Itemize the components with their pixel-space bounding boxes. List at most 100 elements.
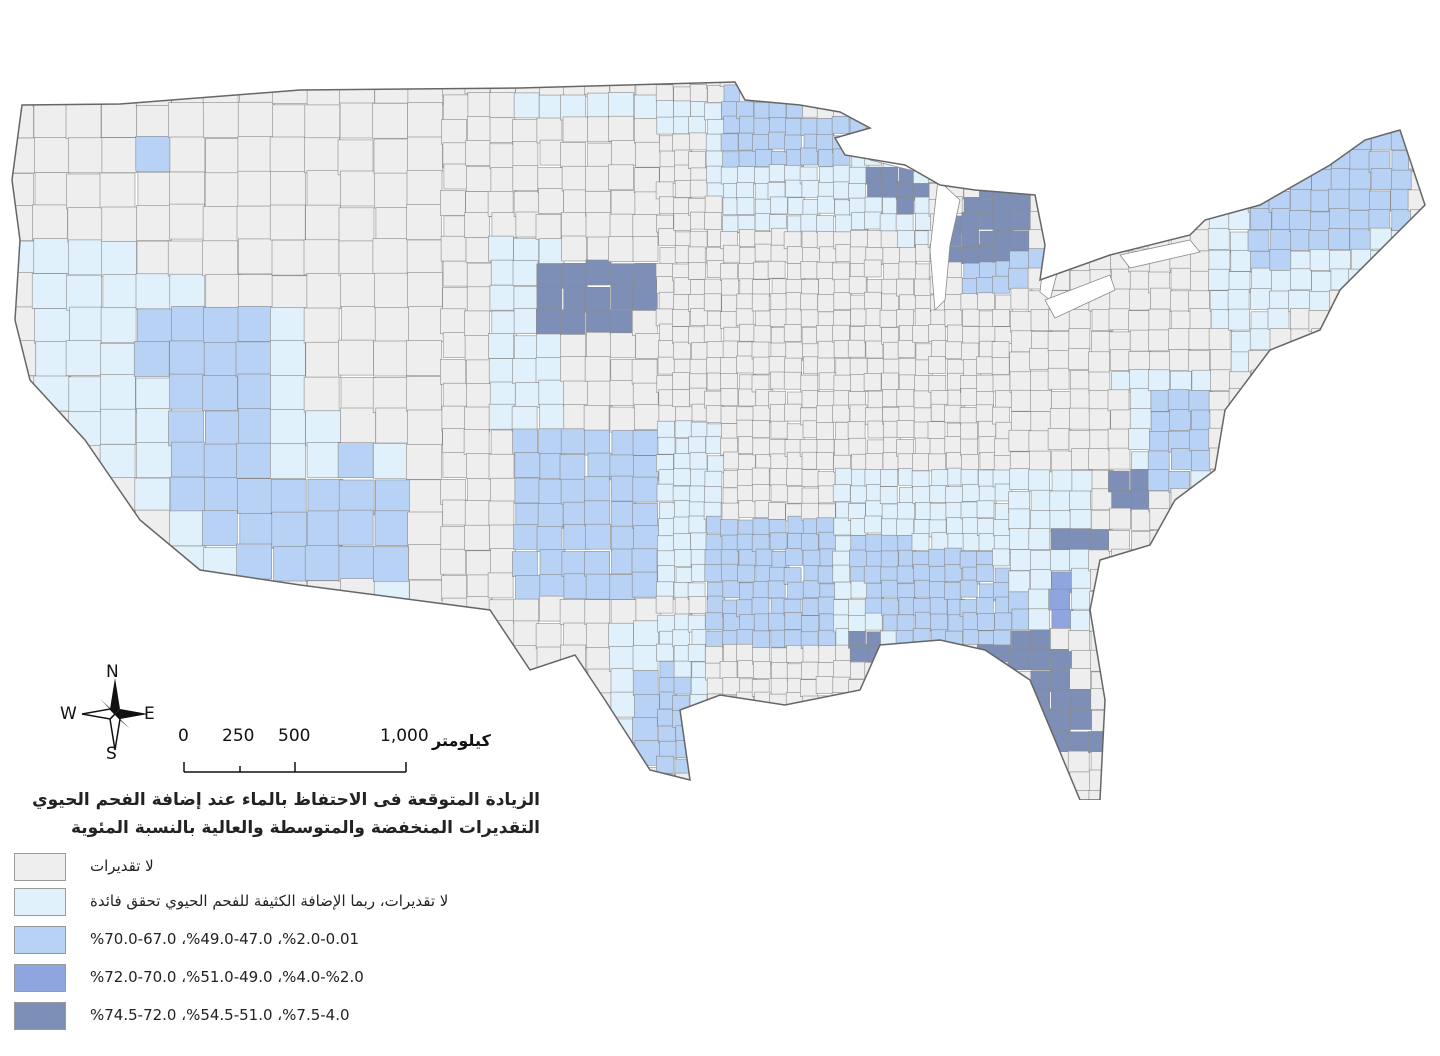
county-cell bbox=[801, 487, 820, 506]
county-cell bbox=[1371, 770, 1394, 793]
county-cell bbox=[1349, 228, 1372, 251]
county-cell bbox=[1088, 371, 1111, 394]
county-cell bbox=[1190, 750, 1212, 773]
county-cell bbox=[802, 739, 820, 758]
county-cell bbox=[816, 215, 834, 233]
county-cell bbox=[1288, 89, 1310, 112]
county-cell bbox=[1107, 428, 1130, 451]
county-cell bbox=[1368, 308, 1391, 331]
county-cell bbox=[440, 235, 467, 262]
county-cell bbox=[607, 622, 634, 649]
county-cell bbox=[1348, 330, 1371, 353]
county-cell bbox=[1009, 771, 1031, 794]
county-cell bbox=[1110, 710, 1133, 732]
county-cell bbox=[799, 679, 818, 698]
county-cell bbox=[66, 509, 102, 546]
county-cell bbox=[1431, 169, 1440, 190]
county-cell bbox=[607, 92, 634, 118]
county-cell bbox=[883, 693, 901, 712]
county-cell bbox=[1211, 510, 1233, 533]
county-cell bbox=[705, 534, 724, 553]
county-cell bbox=[340, 377, 377, 413]
county-cell bbox=[560, 478, 587, 505]
county-cell bbox=[304, 545, 341, 581]
county-cell bbox=[1248, 147, 1271, 170]
county-cell bbox=[203, 547, 239, 584]
county-cell bbox=[1148, 188, 1170, 211]
county-cell bbox=[1110, 771, 1133, 794]
county-cell bbox=[441, 597, 468, 624]
county-cell bbox=[1110, 729, 1133, 752]
county-cell bbox=[405, 340, 442, 376]
county-cell bbox=[1350, 388, 1373, 411]
county-cell bbox=[586, 622, 612, 649]
county-cell bbox=[1128, 210, 1151, 232]
county-cell bbox=[489, 92, 516, 118]
county-cell bbox=[442, 260, 469, 287]
county-cell bbox=[1110, 570, 1133, 593]
county-cell bbox=[1248, 570, 1270, 592]
county-cell bbox=[1009, 82, 1032, 93]
county-cell bbox=[1388, 428, 1410, 451]
county-cell bbox=[237, 478, 273, 515]
county-cell bbox=[1407, 189, 1425, 212]
county-cell bbox=[1171, 548, 1193, 570]
county-cell bbox=[1311, 389, 1333, 412]
county-cell bbox=[1068, 630, 1090, 652]
county-cell bbox=[946, 324, 965, 343]
county-cell bbox=[800, 309, 819, 328]
county-cell bbox=[632, 429, 659, 456]
county-cell bbox=[1369, 647, 1391, 670]
county-cell bbox=[1330, 471, 1353, 493]
county-cell bbox=[770, 757, 789, 775]
county-cell bbox=[1250, 369, 1273, 392]
county-cell bbox=[914, 437, 933, 456]
county-cell bbox=[655, 308, 674, 327]
county-cell bbox=[704, 195, 723, 214]
county-cell bbox=[1071, 469, 1094, 492]
county-cell bbox=[673, 100, 691, 119]
county-cell bbox=[784, 403, 802, 422]
county-cell bbox=[785, 773, 803, 791]
county-cell bbox=[800, 147, 819, 166]
county-cell bbox=[883, 740, 902, 758]
county-cell bbox=[1290, 268, 1312, 291]
county-cell bbox=[1008, 171, 1031, 193]
county-cell bbox=[1050, 528, 1073, 550]
county-cell bbox=[1169, 567, 1191, 590]
county-cell bbox=[337, 139, 374, 176]
county-cell bbox=[1128, 767, 1151, 790]
county-cell bbox=[538, 379, 565, 406]
county-cell bbox=[1090, 529, 1112, 551]
county-cell bbox=[1268, 609, 1291, 632]
county-cell bbox=[202, 375, 238, 411]
county-cell bbox=[1248, 589, 1270, 612]
county-cell bbox=[1290, 467, 1312, 490]
county-cell bbox=[850, 485, 868, 504]
county-cell bbox=[704, 486, 722, 504]
county-cell bbox=[706, 708, 724, 726]
county-cell bbox=[466, 262, 493, 289]
county-cell bbox=[992, 741, 1010, 760]
legend-swatch bbox=[14, 853, 66, 881]
county-cell bbox=[586, 331, 612, 358]
county-cell bbox=[34, 308, 71, 344]
county-cell bbox=[1250, 669, 1273, 692]
county-cell bbox=[465, 166, 492, 192]
county-cell bbox=[537, 503, 564, 529]
county-cell bbox=[269, 136, 306, 173]
county-cell bbox=[927, 356, 946, 375]
county-cell bbox=[1028, 588, 1050, 611]
county-cell bbox=[1148, 771, 1170, 793]
county-cell bbox=[1250, 129, 1272, 152]
county-cell bbox=[1370, 749, 1393, 772]
county-cell bbox=[833, 374, 852, 393]
county-cell bbox=[1029, 450, 1051, 473]
county-cell bbox=[1347, 410, 1370, 432]
county-cell bbox=[1230, 431, 1252, 454]
county-cell bbox=[1069, 490, 1091, 513]
county-cell bbox=[978, 325, 997, 344]
county-cell bbox=[1188, 327, 1211, 350]
county-cell bbox=[850, 230, 868, 248]
county-cell bbox=[203, 645, 240, 682]
